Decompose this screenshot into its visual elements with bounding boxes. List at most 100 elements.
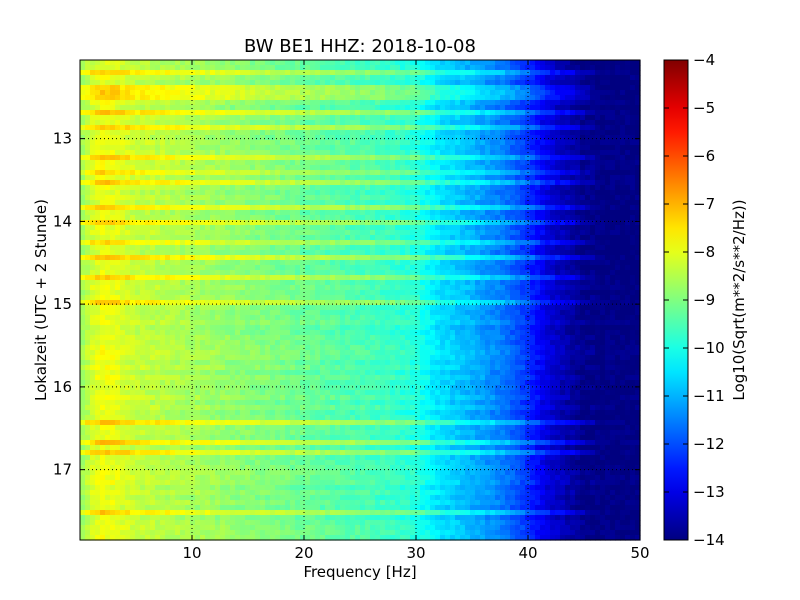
heatmap-cell [405, 245, 411, 251]
heatmap-cell [380, 280, 386, 286]
heatmap-cell [305, 60, 311, 66]
heatmap-cell [275, 225, 281, 231]
heatmap-cell [285, 105, 291, 111]
heatmap-cell [630, 60, 636, 66]
heatmap-cell [180, 200, 186, 206]
heatmap-cell [420, 125, 426, 131]
heatmap-cell [330, 275, 336, 281]
heatmap-cell [620, 125, 626, 131]
heatmap-cell [250, 255, 256, 261]
heatmap-cell [305, 260, 311, 266]
heatmap-cell [525, 115, 531, 121]
heatmap-cell [500, 250, 506, 256]
heatmap-cell [535, 130, 541, 136]
heatmap-cell [455, 65, 461, 71]
heatmap-cell [400, 145, 406, 151]
heatmap-cell [580, 190, 586, 196]
heatmap-cell [475, 225, 481, 231]
heatmap-cell [470, 100, 476, 106]
heatmap-cell [90, 165, 96, 171]
heatmap-cell [160, 200, 166, 206]
heatmap-cell [575, 145, 581, 151]
heatmap-cell [420, 110, 426, 116]
heatmap-cell [110, 200, 116, 206]
heatmap-cell [465, 255, 471, 261]
heatmap-cell [390, 65, 396, 71]
heatmap-cell [85, 275, 91, 281]
heatmap-cell [125, 255, 131, 261]
heatmap-cell [520, 145, 526, 151]
heatmap-cell [480, 140, 486, 146]
heatmap-cell [385, 210, 391, 216]
heatmap-cell [415, 250, 421, 256]
heatmap-cell [400, 255, 406, 261]
heatmap-cell [310, 205, 316, 211]
heatmap-cell [620, 100, 626, 106]
heatmap-cell [395, 130, 401, 136]
heatmap-cell [485, 100, 491, 106]
heatmap-cell [315, 170, 321, 176]
heatmap-cell [425, 265, 431, 271]
heatmap-cell [85, 110, 91, 116]
heatmap-cell [190, 195, 196, 201]
heatmap-cell [115, 105, 121, 111]
heatmap-cell [520, 185, 526, 191]
heatmap-cell [325, 255, 331, 261]
heatmap-cell [125, 195, 131, 201]
heatmap-cell [390, 195, 396, 201]
heatmap-cell [635, 225, 641, 231]
heatmap-cell [530, 175, 536, 181]
heatmap-cell [630, 155, 636, 161]
heatmap-cell [625, 195, 631, 201]
heatmap-cell [250, 140, 256, 146]
heatmap-cell [355, 165, 361, 171]
heatmap-cell [170, 155, 176, 161]
heatmap-cell [550, 125, 556, 131]
heatmap-cell [555, 125, 561, 131]
heatmap-cell [315, 145, 321, 151]
heatmap-cell [340, 60, 346, 66]
heatmap-cell [510, 95, 516, 101]
heatmap-cell [175, 185, 181, 191]
heatmap-cell [155, 65, 161, 71]
heatmap-cell [425, 255, 431, 261]
heatmap-cell [505, 220, 511, 226]
heatmap-cell [310, 200, 316, 206]
heatmap-cell [350, 105, 356, 111]
heatmap-cell [580, 270, 586, 276]
heatmap-cell [450, 80, 456, 86]
heatmap-cell [140, 235, 146, 241]
heatmap-cell [165, 120, 171, 126]
heatmap-cell [215, 235, 221, 241]
heatmap-cell [245, 280, 251, 286]
heatmap-cell [310, 150, 316, 156]
heatmap-cell [365, 105, 371, 111]
heatmap-cell [275, 230, 281, 236]
heatmap-cell [360, 210, 366, 216]
heatmap-cell [430, 70, 436, 76]
heatmap-cell [175, 120, 181, 126]
heatmap-cell [455, 200, 461, 206]
heatmap-cell [210, 155, 216, 161]
heatmap-cell [355, 125, 361, 131]
heatmap-cell [500, 135, 506, 141]
heatmap-cell [90, 270, 96, 276]
heatmap-cell [330, 140, 336, 146]
heatmap-cell [245, 240, 251, 246]
heatmap-cell [465, 270, 471, 276]
heatmap-cell [485, 195, 491, 201]
heatmap-cell [255, 270, 261, 276]
heatmap-cell [500, 240, 506, 246]
heatmap-cell [155, 185, 161, 191]
heatmap-cell [425, 215, 431, 221]
heatmap-cell [115, 225, 121, 231]
heatmap-cell [380, 140, 386, 146]
heatmap-cell [550, 150, 556, 156]
heatmap-cell [630, 225, 636, 231]
heatmap-cell [620, 175, 626, 181]
heatmap-cell [415, 70, 421, 76]
heatmap-cell [295, 230, 301, 236]
heatmap-cell [305, 90, 311, 96]
heatmap-cell [505, 140, 511, 146]
heatmap-cell [535, 125, 541, 131]
